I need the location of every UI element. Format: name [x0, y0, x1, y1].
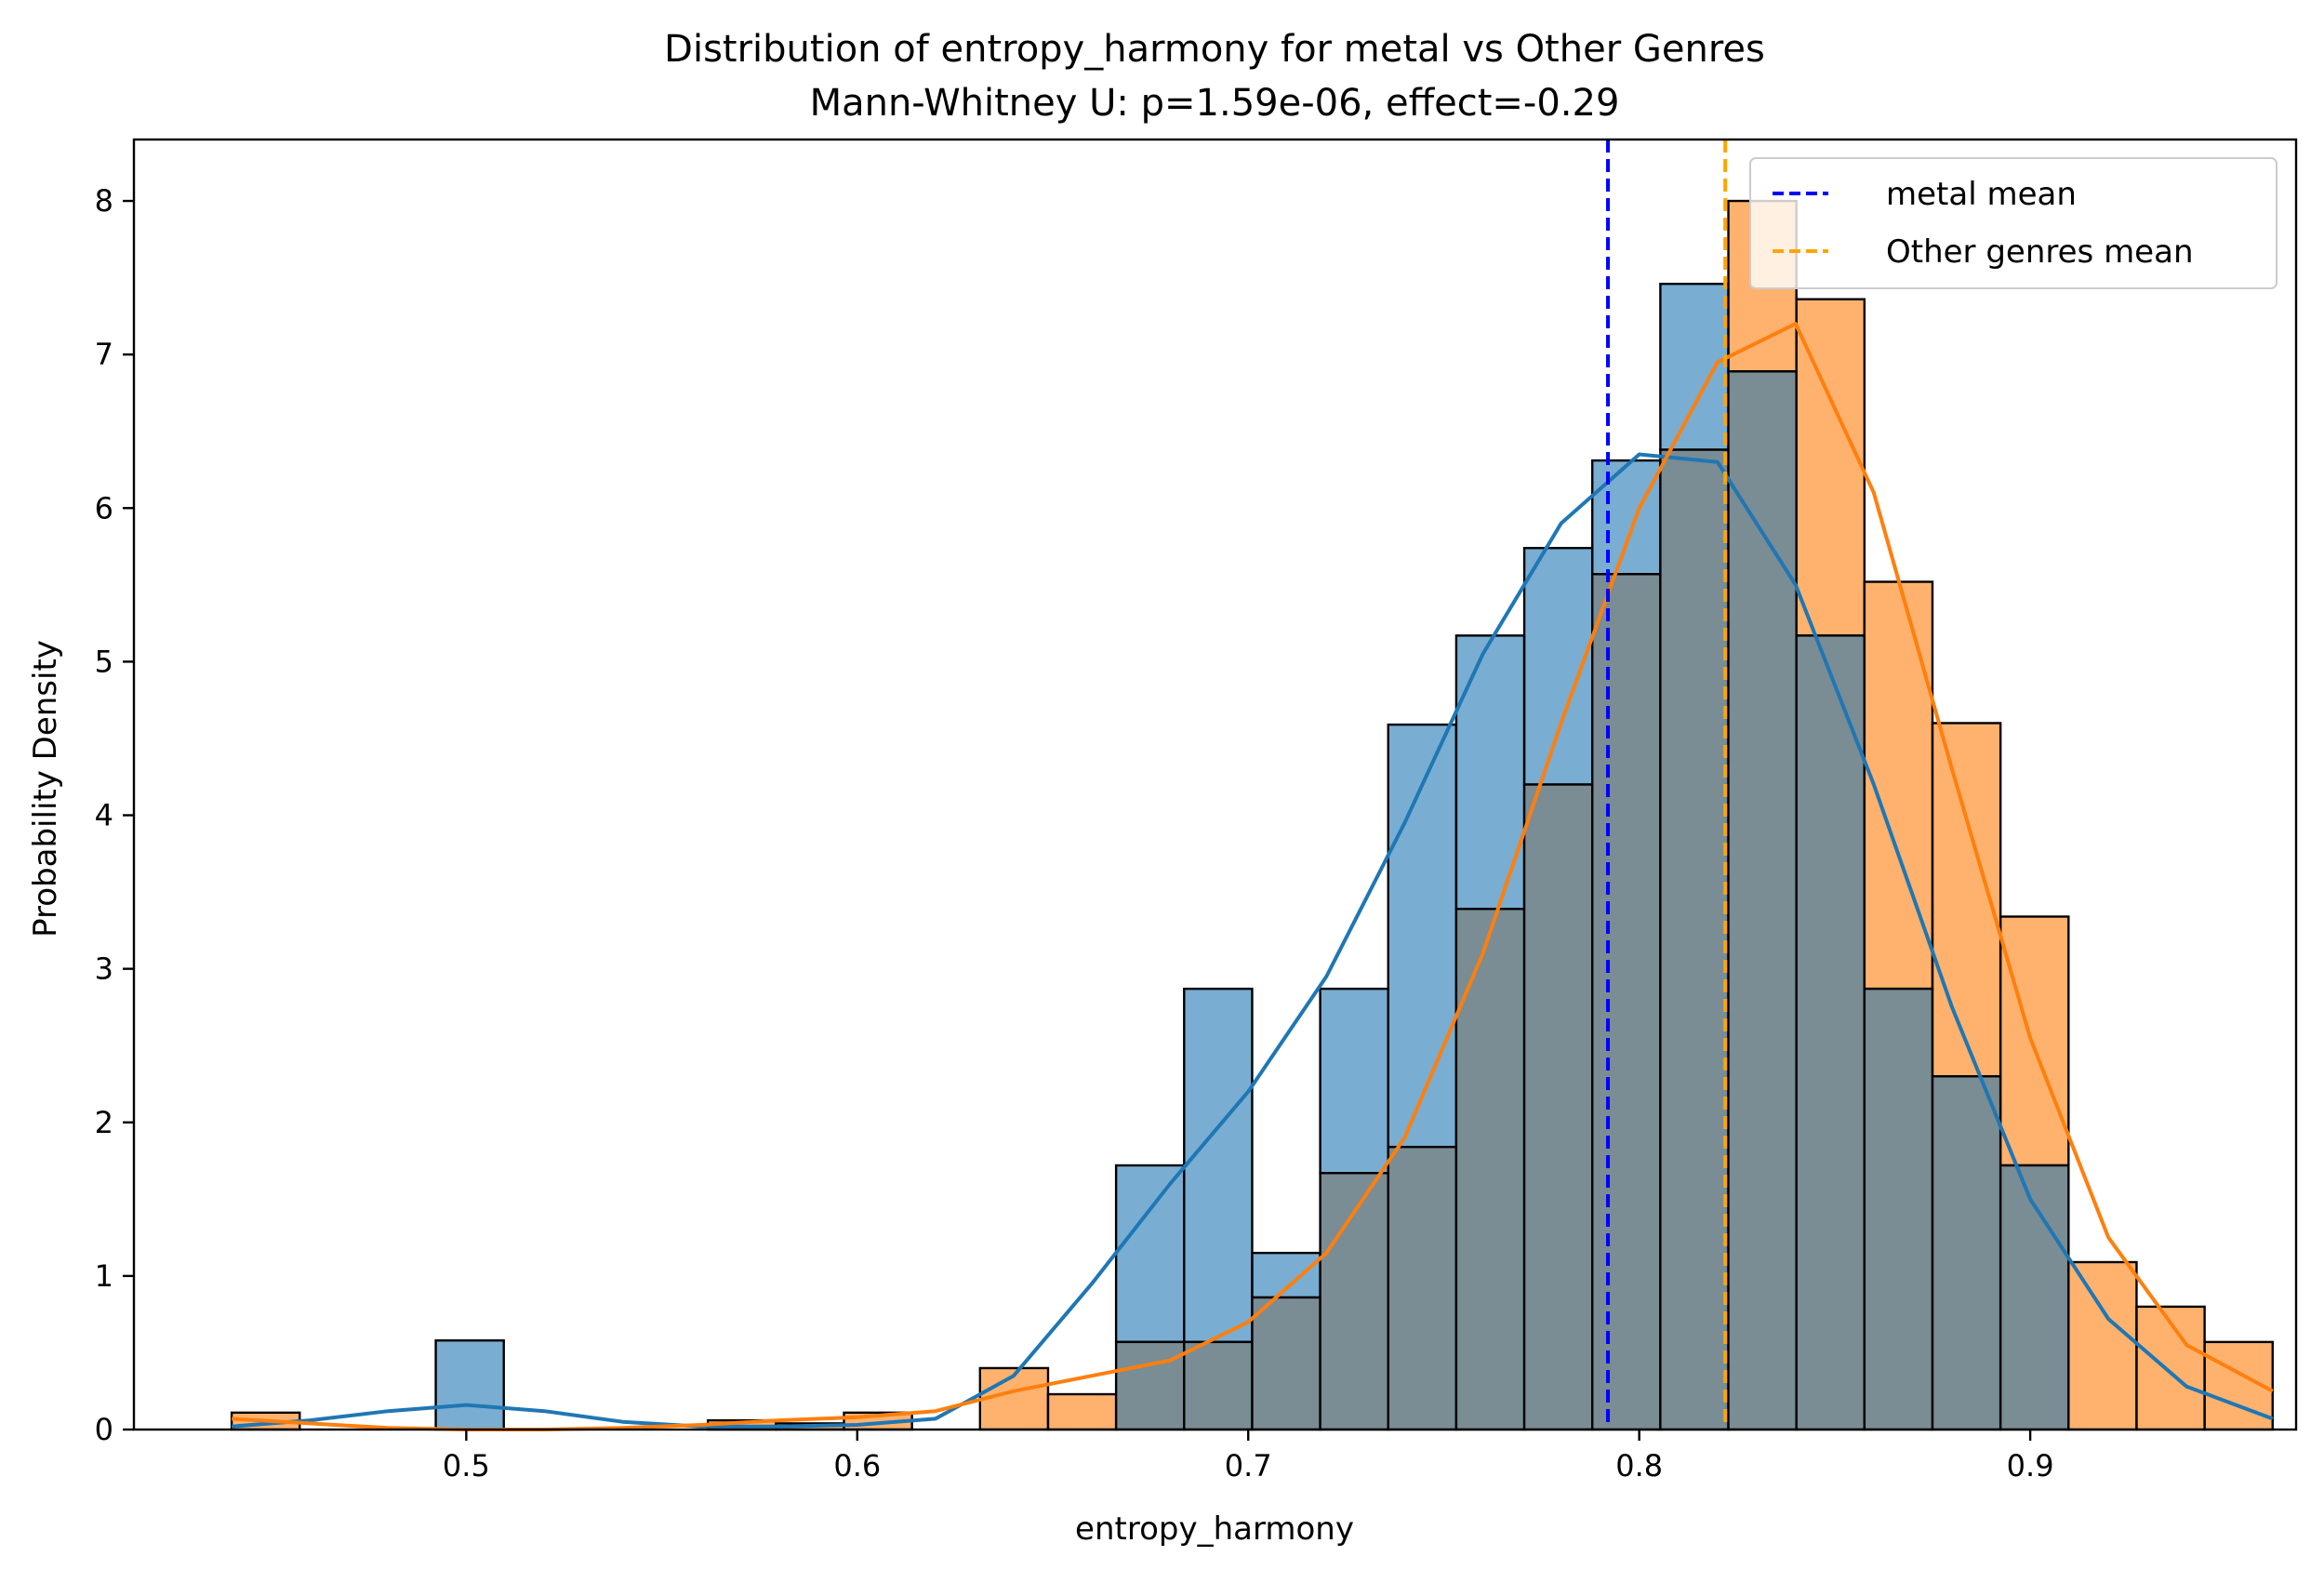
x-axis-label: entropy_harmony — [1075, 1510, 1354, 1548]
bar-overlap-20 — [1591, 573, 1662, 1431]
x-tick-label-2: 0.7 — [1225, 1448, 1272, 1483]
bar-overlap-15 — [1251, 1296, 1321, 1431]
bar-overlap-18 — [1454, 908, 1526, 1431]
bar-overlap-14 — [1183, 1340, 1254, 1431]
y-tick-label-0: 0 — [95, 1412, 113, 1447]
bar-other-genres-12 — [1046, 1392, 1118, 1431]
legend-label-metal-mean: metal mean — [1886, 176, 2077, 213]
kde-line-metal — [231, 452, 2274, 1429]
bar-overlap-21 — [1659, 448, 1730, 1431]
bar-overlap-25 — [1931, 1075, 2002, 1431]
y-tick-label-8: 8 — [95, 183, 113, 219]
y-tick-label-5: 5 — [95, 644, 113, 679]
bar-other-genres-23 — [1795, 298, 1866, 637]
legend-frame — [1749, 157, 2278, 289]
y-tick-label-3: 3 — [95, 951, 113, 987]
bar-metal-21 — [1659, 283, 1730, 451]
x-tick-label-4: 0.9 — [2007, 1448, 2054, 1483]
bar-overlap-13 — [1114, 1340, 1186, 1431]
legend-label-other-genres-mean: Other genres mean — [1886, 233, 2194, 271]
bar-metal-13 — [1114, 1164, 1186, 1344]
y-tick-label-2: 2 — [95, 1105, 113, 1140]
x-tick-label-0: 0.5 — [443, 1448, 490, 1483]
bar-metal-20 — [1591, 459, 1662, 576]
bar-metal-18 — [1454, 634, 1526, 911]
bar-overlap-26 — [1999, 1164, 2070, 1431]
bar-overlap-19 — [1522, 783, 1594, 1431]
bar-overlap-23 — [1795, 634, 1866, 1431]
y-tick-label-1: 1 — [95, 1258, 113, 1294]
bar-metal-14 — [1183, 987, 1254, 1344]
bar-metal-3 — [434, 1339, 505, 1431]
bar-overlap-17 — [1387, 1145, 1458, 1431]
chart-title: Distribution of entropy_harmony for meta… — [664, 28, 1765, 71]
x-tick-label-1: 0.6 — [833, 1448, 881, 1483]
bar-overlap-24 — [1863, 987, 1934, 1431]
plot-area: 0.5 0.6 0.7 0.8 0.9 0 1 2 3 4 5 6 7 8 — [95, 138, 2298, 1483]
x-tick-label-3: 0.8 — [1615, 1448, 1663, 1483]
bar-other-genres-26 — [1999, 915, 2070, 1167]
bar-other-genres-27 — [2067, 1260, 2138, 1431]
y-axis-label: Probability Density — [27, 640, 64, 938]
axes-frame — [132, 138, 2298, 1431]
legend: metal mean Other genres mean — [1749, 157, 2278, 289]
y-tick-label-6: 6 — [95, 490, 113, 525]
chart-subtitle: Mann-Whitney U: p=1.59e-06, effect=-0.29 — [810, 82, 1620, 125]
y-tick-label-7: 7 — [95, 337, 113, 372]
bar-metal-16 — [1319, 987, 1389, 1175]
y-tick-label-4: 4 — [95, 798, 113, 833]
